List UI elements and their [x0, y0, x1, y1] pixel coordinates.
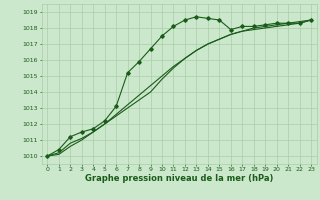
- X-axis label: Graphe pression niveau de la mer (hPa): Graphe pression niveau de la mer (hPa): [85, 174, 273, 183]
